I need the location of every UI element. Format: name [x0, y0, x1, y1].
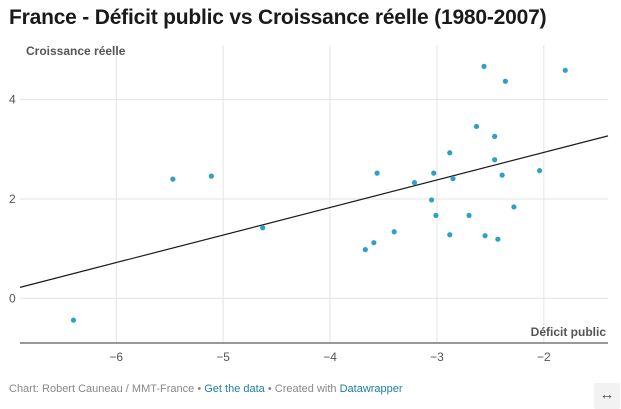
data-point — [208, 173, 214, 179]
created-with-text: Created with — [274, 383, 337, 395]
gridlines — [20, 45, 608, 343]
x-tick-label: −6 — [109, 350, 123, 364]
data-point — [362, 247, 368, 253]
data-point — [411, 179, 418, 186]
data-point — [481, 63, 487, 69]
x-tick-label: −4 — [323, 350, 337, 364]
axes: 0 2 4 −6 −5 −4 −3 −2 — [9, 93, 608, 364]
get-data-link[interactable]: Get the data — [204, 383, 265, 395]
data-point — [260, 225, 266, 231]
data-point — [391, 229, 397, 235]
x-tick-label: −2 — [537, 350, 551, 364]
data-point — [492, 157, 498, 163]
y-tick-label: 0 — [9, 291, 16, 305]
data-point — [482, 233, 488, 239]
data-point — [433, 212, 439, 218]
data-point — [562, 67, 568, 73]
trendline — [19, 135, 609, 288]
trendline-layer — [19, 135, 609, 288]
x-axis-label: Déficit public — [531, 325, 607, 339]
footer-separator: • — [197, 383, 202, 395]
x-tick-label: −3 — [430, 350, 444, 364]
data-point — [431, 170, 437, 176]
y-tick-label: 2 — [9, 192, 16, 206]
data-points — [70, 63, 568, 323]
data-point — [502, 78, 508, 84]
y-tick-label: 4 — [9, 93, 16, 107]
expand-icon[interactable]: ↔ — [594, 383, 620, 409]
datawrapper-link[interactable]: Datawrapper — [339, 383, 403, 395]
x-tick-label: −5 — [216, 350, 230, 364]
y-axis-label: Croissance réelle — [26, 44, 126, 58]
chart-title: France - Déficit public vs Croissance ré… — [9, 6, 547, 29]
data-point — [447, 232, 453, 238]
data-point — [170, 176, 176, 182]
data-point — [371, 240, 377, 246]
chart-credit: Chart: Robert Cauneau / MMT-France — [9, 383, 195, 395]
data-point — [466, 212, 472, 218]
data-point — [374, 170, 380, 176]
data-point — [450, 176, 456, 182]
data-point — [492, 133, 498, 139]
footer: Chart: Robert Cauneau / MMT-France • Get… — [9, 383, 403, 395]
footer-separator: • — [267, 383, 272, 395]
data-point — [511, 204, 517, 210]
data-point — [429, 197, 435, 203]
data-point — [70, 317, 77, 323]
data-point — [473, 123, 480, 130]
data-point — [495, 236, 501, 242]
data-point — [499, 172, 505, 178]
data-point — [447, 150, 453, 156]
data-point — [536, 168, 543, 174]
